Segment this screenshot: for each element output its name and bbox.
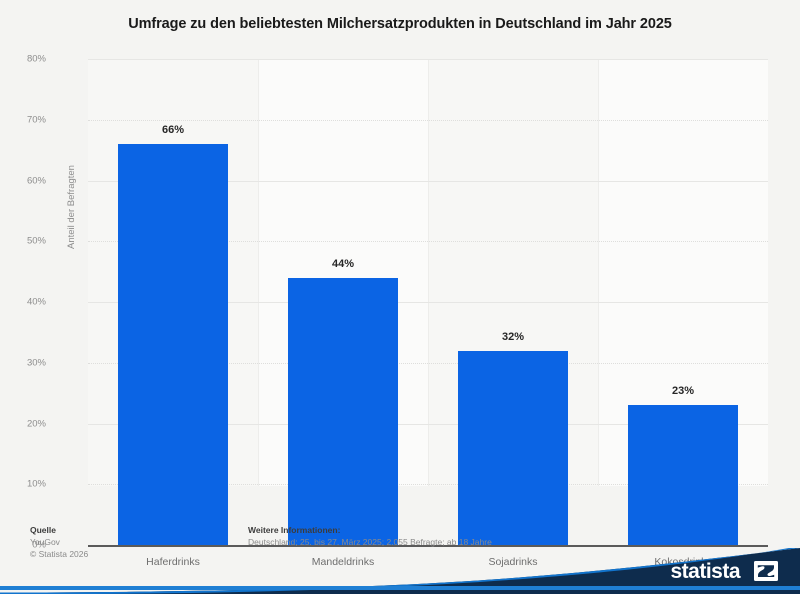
statista-brand-bar: statista bbox=[0, 548, 800, 594]
gridline bbox=[88, 119, 768, 122]
bar[interactable] bbox=[118, 144, 228, 545]
gridline bbox=[88, 59, 768, 61]
category-separator bbox=[428, 59, 429, 486]
bar-value-label: 44% bbox=[331, 257, 355, 270]
bar-value-label: 32% bbox=[501, 330, 525, 343]
y-axis-tick-label: 20% bbox=[26, 418, 46, 429]
statista-wordmark: statista bbox=[670, 560, 740, 583]
y-axis-title: Anteil der Befragten bbox=[66, 165, 77, 249]
bottom-accent-rule bbox=[0, 586, 800, 590]
y-axis-tick-label: 40% bbox=[26, 296, 46, 308]
source-block: Quelle YouGov © Statista 2026 bbox=[30, 524, 240, 560]
category-separator bbox=[598, 59, 599, 486]
y-axis-tick-label: 0% bbox=[32, 539, 46, 551]
more-info-text: Deutschland; 25. bis 27. März 2025; 2.05… bbox=[248, 537, 492, 547]
y-axis-tick-label: 70% bbox=[26, 114, 46, 126]
bar-value-label: 23% bbox=[671, 385, 695, 398]
source-name: YouGov bbox=[30, 537, 60, 547]
y-axis-tick-label: 60% bbox=[26, 175, 46, 186]
more-info-heading: Weitere Informationen: bbox=[248, 525, 341, 535]
gridline bbox=[88, 241, 768, 243]
statista-logo-icon bbox=[754, 561, 778, 581]
bar[interactable] bbox=[628, 405, 738, 545]
source-heading: Quelle bbox=[30, 525, 56, 535]
chart-footer: Quelle YouGov © Statista 2026 Weitere In… bbox=[0, 520, 800, 594]
page-title: Umfrage zu den beliebtesten Milchersatzp… bbox=[128, 16, 672, 32]
gridline bbox=[88, 484, 768, 486]
gridline bbox=[88, 180, 768, 183]
y-axis-tick-label: 50% bbox=[26, 235, 46, 247]
chart-plot-area: 66% 44% 32% 23% Anteil der Befragten 80% 70%… bbox=[27, 54, 768, 568]
brand-swoosh bbox=[0, 548, 800, 594]
category-separator bbox=[258, 59, 259, 486]
more-info-block: Weitere Informationen: Deutschland; 25. … bbox=[248, 524, 578, 548]
x-axis-category-label: Haferdrinks bbox=[146, 556, 200, 568]
gridline bbox=[88, 423, 768, 426]
bar[interactable] bbox=[458, 350, 568, 545]
y-axis-tick-label: 80% bbox=[26, 53, 46, 65]
y-axis-tick-label: 30% bbox=[26, 357, 46, 369]
bar-value-label: 66% bbox=[161, 124, 185, 137]
x-axis-category-label: Sojadrinks bbox=[488, 556, 538, 568]
x-axis-category-label: Mandeldrinks bbox=[311, 556, 375, 568]
copyright-text: © Statista 2026 bbox=[30, 549, 89, 559]
x-axis-line bbox=[88, 545, 768, 547]
gridline bbox=[88, 362, 768, 365]
bar[interactable] bbox=[288, 277, 398, 545]
y-axis-tick-label: 10% bbox=[26, 478, 46, 490]
gridline bbox=[88, 302, 768, 304]
